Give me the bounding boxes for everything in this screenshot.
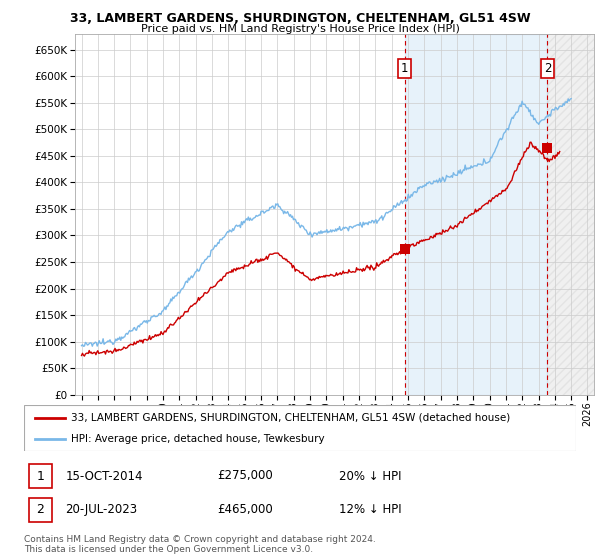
Text: 12% ↓ HPI: 12% ↓ HPI xyxy=(338,503,401,516)
Bar xyxy=(547,34,594,395)
Text: 1: 1 xyxy=(37,469,44,483)
Bar xyxy=(29,464,52,488)
Text: Contains HM Land Registry data © Crown copyright and database right 2024.
This d: Contains HM Land Registry data © Crown c… xyxy=(24,535,376,554)
Text: 1: 1 xyxy=(401,62,409,74)
Text: 33, LAMBERT GARDENS, SHURDINGTON, CHELTENHAM, GL51 4SW (detached house): 33, LAMBERT GARDENS, SHURDINGTON, CHELTE… xyxy=(71,413,510,423)
Bar xyxy=(404,34,547,395)
Text: 33, LAMBERT GARDENS, SHURDINGTON, CHELTENHAM, GL51 4SW: 33, LAMBERT GARDENS, SHURDINGTON, CHELTE… xyxy=(70,12,530,25)
Text: 2: 2 xyxy=(37,503,44,516)
Text: 20-JUL-2023: 20-JUL-2023 xyxy=(65,503,137,516)
Text: 15-OCT-2014: 15-OCT-2014 xyxy=(65,469,143,483)
Text: £275,000: £275,000 xyxy=(217,469,273,483)
Text: 20% ↓ HPI: 20% ↓ HPI xyxy=(338,469,401,483)
Bar xyxy=(29,498,52,521)
Text: HPI: Average price, detached house, Tewkesbury: HPI: Average price, detached house, Tewk… xyxy=(71,435,325,444)
Text: Price paid vs. HM Land Registry's House Price Index (HPI): Price paid vs. HM Land Registry's House … xyxy=(140,24,460,34)
Text: 2: 2 xyxy=(544,62,551,74)
Text: £465,000: £465,000 xyxy=(217,503,273,516)
